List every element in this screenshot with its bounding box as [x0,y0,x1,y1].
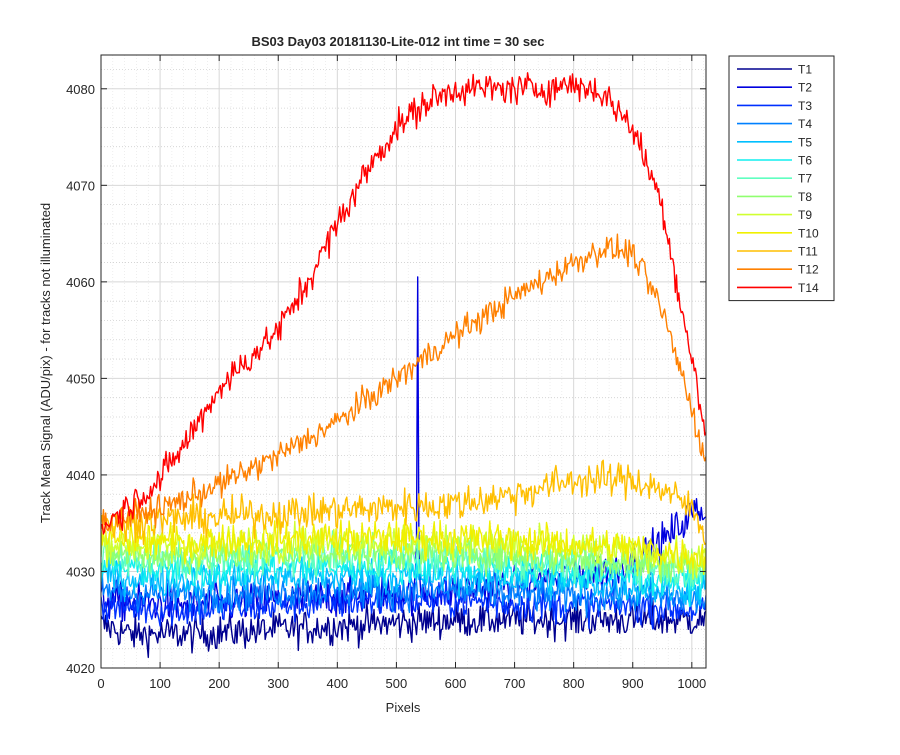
legend-label-t6: T6 [798,154,812,168]
y-tick-label: 4060 [66,275,95,290]
series-clip-group [101,72,706,658]
y-tick-label: 4020 [66,661,95,676]
axes-box [100,54,707,669]
x-tick-label: 500 [386,676,408,691]
x-tick-label: 900 [622,676,644,691]
axes: 0 100 200 300 400 500 600 700 800 900 1000 4020 4030… [66,54,707,691]
y-axis-label: Track Mean Signal (ADU/pix) - for tracks… [38,203,53,523]
x-tick-label: 200 [208,676,230,691]
y-tick-label: 4080 [66,82,95,97]
y-tick-label: 4030 [66,564,95,579]
y-tick-label: 4070 [66,178,95,193]
series-line-t12 [101,233,706,532]
x-tick-label: 1000 [677,676,706,691]
series-line-t10 [101,516,706,576]
x-tick-label: 100 [149,676,171,691]
series-group [101,72,706,658]
x-axis-label: Pixels [386,700,421,715]
legend-label-t14: T14 [798,281,819,295]
legend-label-t2: T2 [798,81,812,95]
series-line-t11 [101,459,706,546]
chart-title: BS03 Day03 20181130-Lite-012 int time = … [251,34,544,49]
legend-label-t3: T3 [798,99,812,113]
legend-label-t7: T7 [798,172,812,186]
legend-label-t5: T5 [798,135,812,149]
series-line-t1 [101,596,706,658]
y-tick-label: 4040 [66,468,95,483]
y-tick-label: 4050 [66,371,95,386]
x-tick-label: 700 [504,676,526,691]
x-tick-label: 400 [326,676,348,691]
series-line-t14 [101,72,706,535]
x-tick-label: 800 [563,676,585,691]
legend-label-t8: T8 [798,190,812,204]
legend-label-t1: T1 [798,63,812,77]
legend-label-t12: T12 [798,263,819,277]
legend-label-t10: T10 [798,226,819,240]
legend-label-t11: T11 [798,245,818,259]
x-tick-label: 600 [445,676,467,691]
x-tick-label: 0 [97,676,104,691]
legend-label-t4: T4 [798,117,812,131]
legend-label-t9: T9 [798,208,812,222]
x-tick-label: 300 [267,676,289,691]
legend[interactable]: T1 T2 T3 T4 T5 T6 T7 T8 T9 T10 T11 T12 T14 [728,55,835,302]
